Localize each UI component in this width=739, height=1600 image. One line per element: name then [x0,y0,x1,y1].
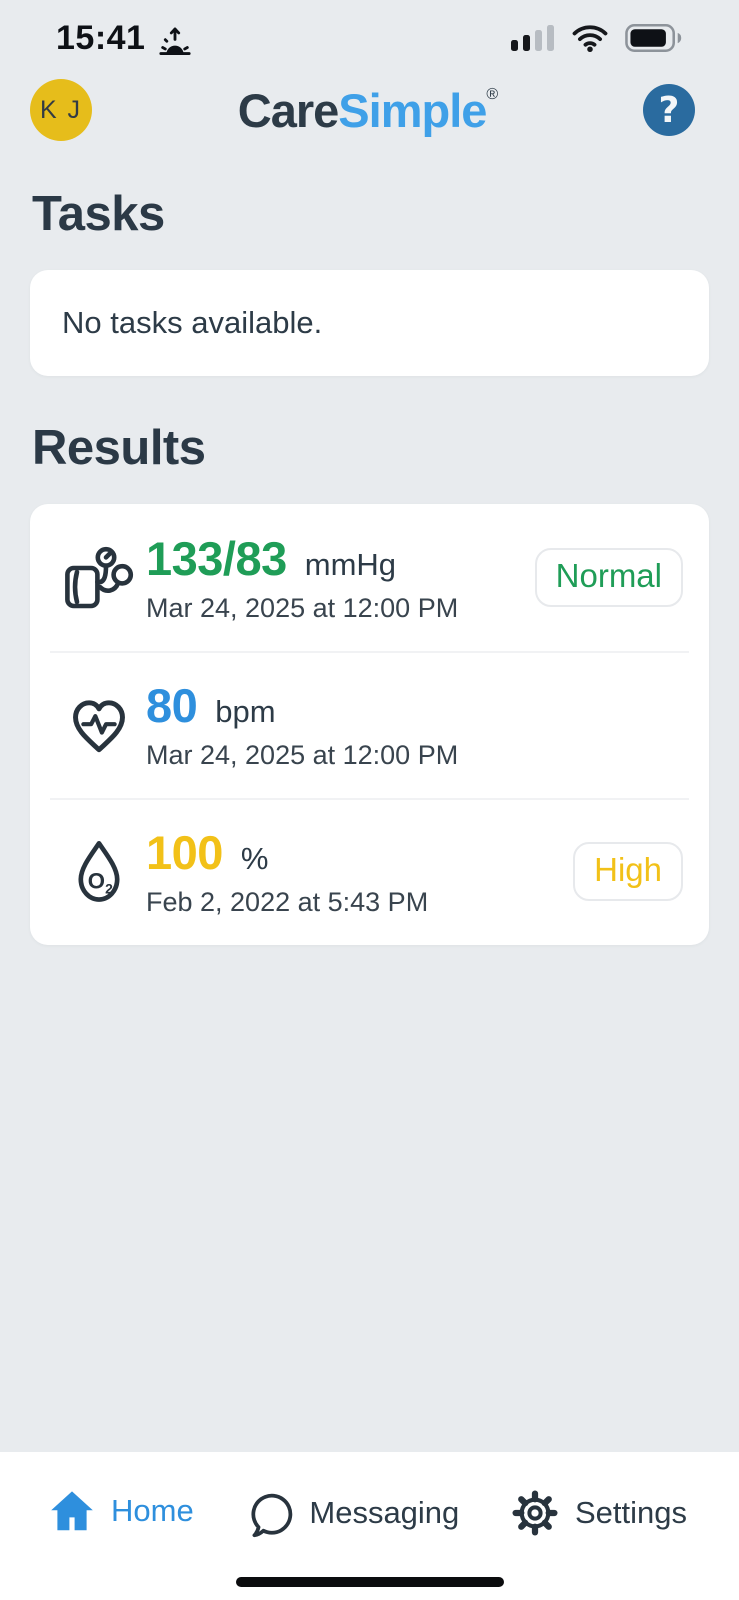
wifi-icon [571,24,609,52]
blood-pressure-value: 133/83 [146,532,287,585]
result-main: 133/83 mmHg Mar 24, 2025 at 12:00 PM [138,531,535,624]
blood-pressure-icon [60,545,138,611]
oxygen-timestamp: Feb 2, 2022 at 5:43 PM [146,887,429,917]
nav-item-messaging[interactable]: Messaging [244,1488,459,1538]
oxygen-unit: % [240,841,269,876]
results-card: 133/83 mmHg Mar 24, 2025 at 12:00 PM Nor… [30,504,709,945]
heart-rate-value: 80 [146,679,198,732]
status-bar: 15:41 [0,0,739,57]
svg-text:2: 2 [105,880,113,896]
oxygen-drop-icon: O 2 [60,838,138,906]
profile-avatar[interactable]: K J [30,79,92,141]
tasks-section-title: Tasks [32,187,165,241]
nav-label-settings: Settings [574,1495,687,1530]
tasks-empty-message: No tasks available. [62,305,323,340]
logo-simple: Simple [338,83,487,137]
blood-pressure-unit: mmHg [304,547,397,582]
registered-mark: ® [486,85,498,103]
logo-care: Care [237,83,340,137]
settings-gear-icon [510,1488,560,1538]
blood-pressure-status-badge: Normal [534,548,683,607]
result-main: 100 % Feb 2, 2022 at 5:43 PM [138,825,573,918]
heart-rate-icon [60,695,138,755]
battery-icon [625,23,685,53]
home-icon [48,1488,96,1534]
help-button[interactable]: ? [642,84,695,136]
tasks-card: No tasks available. [30,270,709,376]
result-row-heart-rate[interactable]: 80 bpm Mar 24, 2025 at 12:00 PM [30,651,709,798]
nav-label-messaging: Messaging [309,1495,460,1530]
bottom-navigation: Home Messaging [0,1452,739,1600]
alarm-sunrise-icon [157,24,193,58]
result-row-blood-pressure[interactable]: 133/83 mmHg Mar 24, 2025 at 12:00 PM Nor… [30,504,709,651]
heart-rate-timestamp: Mar 24, 2025 at 12:00 PM [146,740,459,770]
clock: 15:41 [56,18,146,57]
blood-pressure-timestamp: Mar 24, 2025 at 12:00 PM [146,593,459,623]
app-header: K J CareSimple® ? [0,78,739,142]
nav-item-settings[interactable]: Settings [510,1488,687,1538]
home-indicator[interactable] [235,1577,504,1587]
result-row-oxygen[interactable]: O 2 100 % Feb 2, 2022 at 5:43 PM High [30,798,709,945]
app-logo: CareSimple® [237,83,498,138]
oxygen-status-badge: High [573,842,683,901]
heart-rate-unit: bpm [215,694,276,729]
oxygen-value: 100 [146,826,223,879]
cellular-signal-icon [511,25,555,51]
nav-item-home[interactable]: Home [48,1488,194,1534]
result-main: 80 bpm Mar 24, 2025 at 12:00 PM [138,678,683,771]
nav-label-home: Home [111,1493,194,1528]
messaging-bubble-icon [244,1488,294,1538]
svg-text:O: O [88,868,105,893]
results-section-title: Results [32,421,206,475]
